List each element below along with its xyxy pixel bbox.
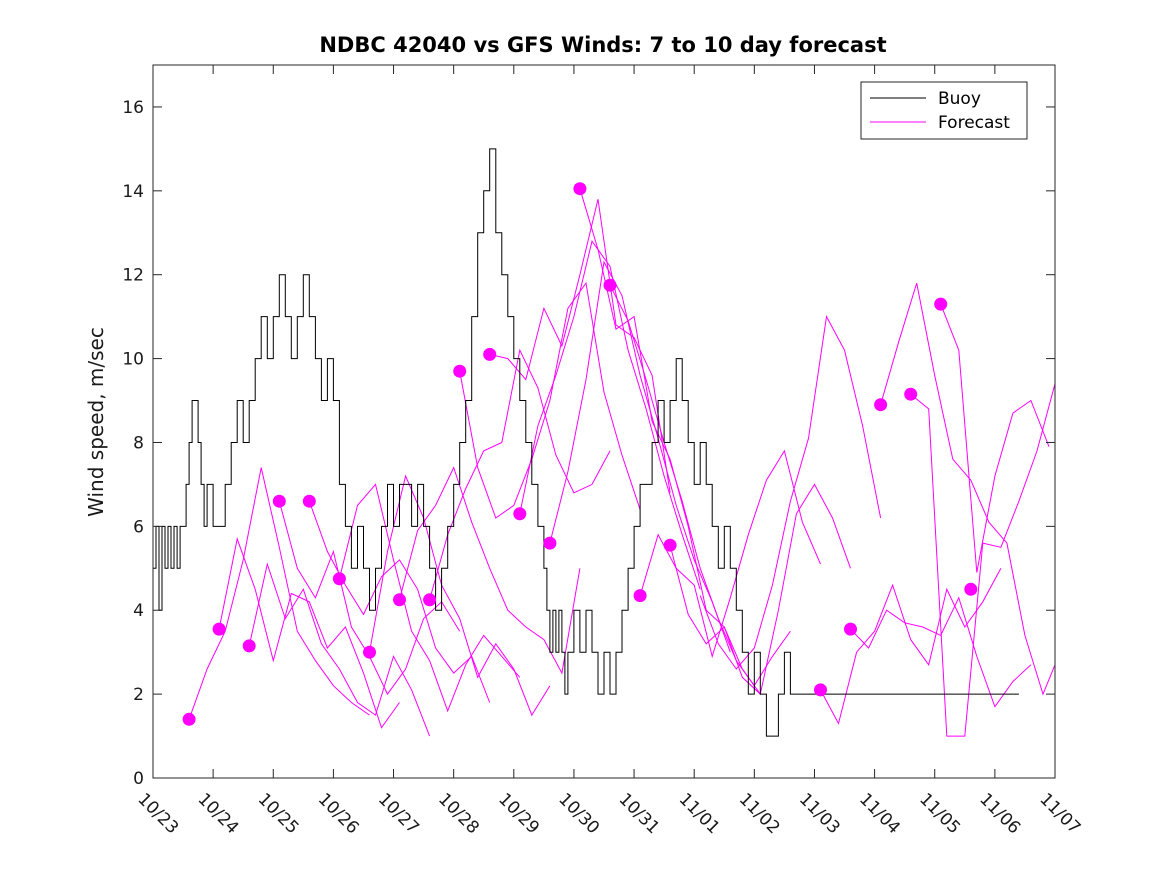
y-axis-label: Wind speed, m/sec: [84, 327, 108, 517]
legend-forecast-label: Forecast: [938, 113, 1010, 133]
forecast-point: [363, 645, 376, 659]
forecast-point: [393, 593, 406, 607]
forecast-series-line: [188, 467, 370, 720]
forecast-series-line: [338, 483, 521, 713]
forecast-point: [603, 278, 617, 292]
forecast-point: [513, 507, 527, 521]
y-tick-label: 10: [122, 350, 144, 370]
forecast-series-line: [248, 562, 431, 737]
forecast-series-line: [549, 260, 731, 653]
forecast-points: [182, 182, 978, 726]
y-tick-label: 12: [122, 266, 144, 286]
x-tick-label: 11/02: [735, 789, 784, 838]
forecast-point: [814, 683, 827, 697]
legend-buoy-label: Buoy: [938, 89, 981, 109]
y-tick-label: 2: [133, 685, 144, 705]
x-tick-label: 10/25: [254, 789, 303, 838]
x-tick-label: 10/31: [615, 789, 664, 838]
forecast-point: [272, 494, 286, 508]
x-tick-label: 10/23: [133, 789, 182, 838]
forecast-point: [212, 622, 226, 636]
y-tick-label: 4: [133, 601, 144, 621]
forecast-series-line: [940, 303, 1050, 573]
forecast-point: [874, 398, 888, 412]
x-tick-label: 11/03: [795, 789, 844, 838]
y-tick-label: 0: [133, 769, 144, 789]
forecast-series-line: [880, 282, 1056, 696]
forecast-point: [242, 639, 256, 653]
y-tick-label: 14: [122, 182, 144, 202]
forecast-point: [423, 593, 437, 607]
x-tick-label: 10/26: [314, 789, 363, 838]
x-tick-label: 11/07: [1035, 789, 1084, 838]
chart-title: NDBC 42040 vs GFS Winds: 7 to 10 day for…: [319, 33, 886, 57]
y-tick-label: 8: [133, 433, 144, 453]
forecast-series-line: [519, 240, 701, 590]
buoy-line: [153, 148, 1019, 737]
forecast-series-line: [850, 596, 1032, 708]
forecast-point: [483, 347, 497, 361]
forecast-point: [663, 538, 677, 552]
forecast-point: [302, 494, 316, 508]
x-tick-label: 10/24: [194, 789, 243, 838]
legend: Buoy Forecast: [860, 81, 1028, 140]
forecast-point: [964, 582, 978, 596]
forecast-point: [904, 387, 918, 401]
x-tick-label: 11/06: [975, 789, 1024, 838]
forecast-point: [633, 589, 647, 603]
forecast-series-line: [699, 315, 882, 670]
y-tick-label: 6: [133, 517, 144, 537]
forecast-series-line: [218, 537, 400, 729]
x-tick-label: 11/05: [915, 789, 964, 838]
forecast-point: [934, 297, 948, 311]
x-tick-label: 10/27: [374, 789, 423, 838]
x-tick-label: 10/29: [494, 789, 543, 838]
forecast-series-line: [579, 188, 761, 695]
x-tick-label: 10/30: [554, 789, 603, 838]
forecast-point: [543, 536, 557, 550]
forecast-point: [573, 182, 587, 196]
legend-box: [860, 81, 1028, 140]
y-ticks: 0 2 4 6 8 10 12 14 16: [122, 98, 1055, 789]
forecast-series-line: [429, 348, 611, 600]
forecast-lines: [188, 188, 1056, 737]
x-tick-label: 11/01: [675, 789, 724, 838]
x-tick-label: 11/04: [855, 789, 904, 838]
x-tick-label: 10/28: [434, 789, 483, 838]
y-tick-label: 16: [122, 98, 144, 118]
forecast-point: [844, 622, 857, 636]
forecast-point: [453, 364, 467, 378]
plot-frame: [152, 64, 1056, 779]
forecast-point: [182, 712, 196, 726]
buoy-series-line: [153, 148, 1019, 737]
forecast-point: [332, 572, 346, 586]
forecast-series-line: [459, 281, 641, 519]
forecast-series-line: [639, 449, 821, 659]
forecast-series-line: [820, 568, 1002, 725]
